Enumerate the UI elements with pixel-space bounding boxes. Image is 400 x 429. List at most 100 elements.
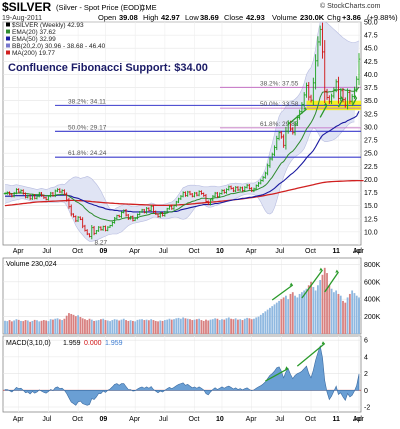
- volume-bar: [278, 300, 280, 334]
- volume-bar: [253, 318, 255, 334]
- volume-bar: [250, 319, 253, 334]
- volume-bar: [330, 288, 333, 334]
- price-y-tick: 47.5: [364, 33, 378, 40]
- volume-bar: [351, 290, 354, 334]
- volume-bar: [147, 320, 150, 334]
- macd-area: [4, 344, 360, 406]
- price-y-tick: 37.5: [364, 85, 378, 92]
- macd-x-tick: Jul: [159, 416, 168, 423]
- price-x-tick: Oct: [72, 248, 83, 255]
- high-value: 42.97: [161, 13, 180, 22]
- volume-bar: [207, 320, 210, 334]
- volume-bar: [79, 317, 82, 334]
- volume-bar: [353, 293, 356, 334]
- volume-bar: [271, 306, 274, 334]
- price-y-tick: 40.0: [364, 72, 378, 79]
- volume-bar: [65, 315, 68, 334]
- volume-bar: [342, 300, 344, 334]
- volume-bar: [49, 319, 52, 334]
- price-x-tick: 10: [216, 248, 224, 255]
- volume-bar: [10, 321, 13, 334]
- volume-bar: [42, 320, 45, 334]
- fib-level-label: 61.8%: 29.82: [260, 121, 299, 128]
- volume-bar: [285, 295, 287, 334]
- volume-bar: [282, 297, 285, 334]
- volume-bar: [239, 319, 242, 334]
- volume-bar: [273, 304, 276, 334]
- price-y-tick: 30.0: [364, 124, 378, 131]
- volume-bar: [280, 299, 283, 334]
- volume-bar: [275, 302, 278, 334]
- legend-entry: $SILVER (Weekly) 42.93: [12, 22, 84, 29]
- legend-swatch: [6, 50, 10, 55]
- volume-bar: [269, 307, 271, 334]
- price-x-tick: Jul: [353, 248, 362, 255]
- legend-swatch: [6, 36, 10, 41]
- volume-bar: [344, 302, 347, 334]
- low-value: 38.69: [200, 13, 219, 22]
- macd-x-tick: Jul: [42, 416, 51, 423]
- volume-bar: [113, 319, 116, 334]
- legend-swatch: [6, 29, 10, 34]
- volume-bar: [198, 318, 201, 334]
- macd-panel: -2 0 2 4 6 MACD(3,10,0) 1.959 0.000 1.959: [2, 335, 370, 413]
- volume-bar: [36, 320, 38, 334]
- volume-bar: [70, 313, 73, 334]
- legend-entry: MA(200) 19.77: [12, 50, 55, 57]
- volume-bar: [40, 320, 43, 334]
- confluence-annotation: Confluence Fibonacci Support: $34.00: [8, 62, 208, 74]
- volume-bar: [259, 314, 262, 334]
- volume-bar: [106, 320, 109, 334]
- volume-bar: [86, 320, 89, 334]
- volume-bar: [150, 319, 153, 334]
- volume-bar: [232, 319, 235, 334]
- volume-bar: [186, 318, 189, 334]
- volume-bar: [326, 273, 328, 334]
- volume-bar: [24, 320, 27, 334]
- volume-bar: [291, 292, 294, 334]
- volume-bar: [154, 320, 157, 334]
- volume-bar: [54, 318, 57, 334]
- volume-bar: [321, 274, 324, 334]
- volume-bar: [118, 320, 121, 334]
- volume-bar: [262, 313, 264, 334]
- close-label: Close: [224, 13, 243, 22]
- high-label: High: [143, 13, 158, 22]
- volume-bar: [305, 288, 308, 334]
- macd-value-signal: 0.000: [84, 340, 102, 347]
- volume-bar: [127, 320, 130, 334]
- price-x-tick: Jul: [275, 248, 284, 255]
- macd-x-tick: Jul: [275, 416, 284, 423]
- volume-bar: [314, 290, 317, 334]
- date-label: 19-Aug-2011: [2, 15, 42, 22]
- volume-bar: [246, 317, 248, 334]
- volume-y-axis: 200K 400K 600K 800K: [364, 262, 381, 321]
- macd-x-tick: Apr: [13, 416, 25, 423]
- volume-arrow: [271, 284, 294, 301]
- price-y-tick: 45.0: [364, 46, 378, 53]
- macd-y-tick: -2: [364, 404, 370, 411]
- volume-bar: [168, 318, 171, 334]
- volume-arrow: [301, 269, 323, 299]
- volume-bar: [339, 295, 342, 334]
- chg-value: +3.86: [342, 13, 361, 22]
- volume-bar: [209, 319, 212, 334]
- volume-bar: [264, 311, 267, 334]
- volume-bar: [189, 319, 191, 334]
- volume-arrowhead: [319, 267, 323, 271]
- price-x-tick: Oct: [189, 248, 200, 255]
- macd-x-tick: Apr: [129, 416, 141, 423]
- volume-bar: [328, 285, 331, 334]
- volume-y-tick: 600K: [364, 279, 381, 286]
- volume-y-tick: 400K: [364, 297, 381, 304]
- volume-arrowhead: [335, 269, 339, 273]
- volume-bar: [200, 320, 203, 334]
- volume-bar: [88, 318, 91, 334]
- legend-entry: EMA(20) 37.62: [12, 29, 56, 36]
- macd-histogram-area: [4, 344, 360, 406]
- chg-pct: (+9.88%): [367, 13, 398, 22]
- volume-bar: [335, 290, 338, 334]
- price-x-tick: 09: [99, 248, 107, 255]
- volume-bar: [141, 319, 143, 334]
